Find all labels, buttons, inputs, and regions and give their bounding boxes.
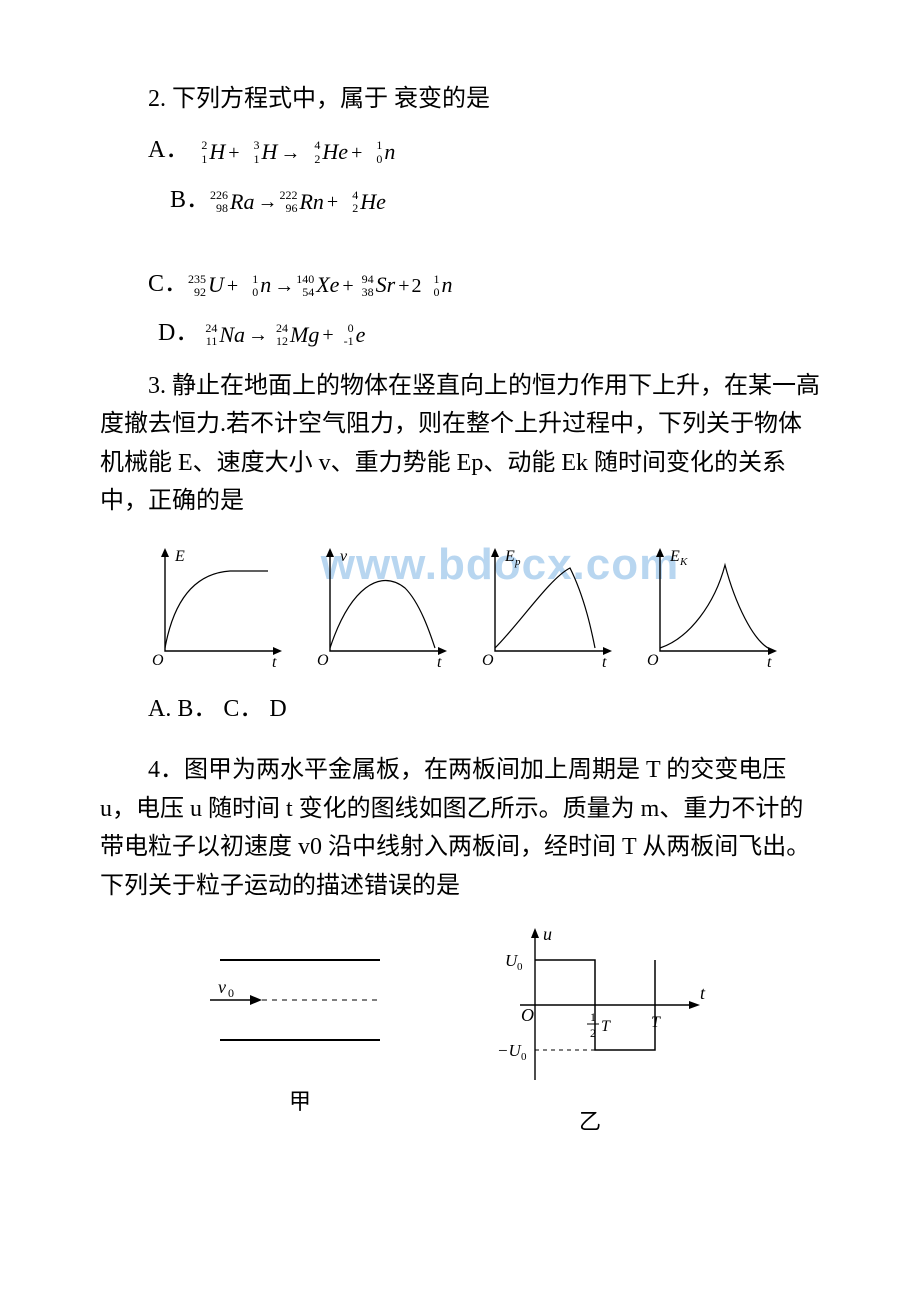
- q2-c-equation: 23592U+10n→14054Xe+9438Sr+210n: [188, 270, 454, 301]
- svg-text:v: v: [218, 977, 226, 997]
- q2-b-equation: 22698Ra→22296Rn+42He: [210, 187, 387, 218]
- q4-fig-right-wrap: utOU0−U012TT 乙: [460, 925, 720, 1136]
- svg-text:0: 0: [517, 961, 523, 973]
- q2-c-label: C．: [100, 268, 188, 302]
- svg-text:O: O: [482, 652, 494, 669]
- svg-text:t: t: [437, 654, 442, 671]
- q4-fig-right: utOU0−U012TT: [460, 925, 720, 1095]
- svg-text:K: K: [679, 556, 688, 568]
- svg-text:1: 1: [590, 1010, 596, 1024]
- svg-text:t: t: [767, 654, 772, 671]
- q3-prompt: 3. 静止在地面上的物体在竖直向上的恒力作用下上升，在某一高度撤去恒力.若不计空…: [100, 367, 820, 521]
- q2-option-a: A． 21H+31H→42He+10n: [100, 134, 820, 168]
- svg-text:T: T: [651, 1014, 661, 1031]
- q2-a-equation: 21H+31H→42He+10n: [189, 137, 396, 168]
- svg-text:O: O: [152, 652, 164, 669]
- svg-text:0: 0: [228, 986, 234, 1000]
- svg-text:O: O: [647, 652, 659, 669]
- q2-a-label: A．: [100, 134, 189, 168]
- svg-text:u: u: [543, 925, 552, 944]
- svg-text:2: 2: [590, 1026, 596, 1040]
- svg-text:E: E: [504, 548, 515, 565]
- q2-prompt: 2. 下列方程式中，属于 衰变的是: [100, 80, 820, 118]
- q2-d-label: D．: [110, 317, 199, 351]
- svg-text:E: E: [669, 548, 680, 565]
- q4-fig-right-caption: 乙: [460, 1104, 720, 1136]
- q2-option-c: C． 23592U+10n→14054Xe+9438Sr+210n: [100, 268, 820, 302]
- svg-text:O: O: [317, 652, 329, 669]
- svg-text:t: t: [602, 654, 607, 671]
- svg-text:T: T: [601, 1018, 611, 1035]
- svg-text:O: O: [521, 1005, 534, 1025]
- q3-graph-ep: Ep Ot: [470, 538, 615, 678]
- q3-graph-ek: EK Ot: [635, 538, 780, 678]
- q4-fig-left-wrap: v0 甲: [200, 925, 400, 1136]
- q3-graph-v: v Ot: [305, 538, 450, 678]
- q4-fig-left: v0: [200, 925, 400, 1075]
- svg-text:t: t: [272, 654, 277, 671]
- svg-text:v: v: [340, 548, 348, 565]
- q2-d-equation: 2411Na→2412Mg+0-1e: [199, 320, 366, 351]
- q3-options-row: A. B． C． D: [100, 688, 820, 723]
- q4-fig-left-caption: 甲: [200, 1084, 400, 1116]
- q3-graph-e: E Ot: [140, 538, 285, 678]
- svg-text:p: p: [514, 556, 521, 568]
- q3-graphs: www.bdocx.com EOt vOt EpOt EKOt: [100, 538, 820, 678]
- q4-prompt: 4．图甲为两水平金属板，在两板间加上周期是 T 的交变电压 u，电压 u 随时间…: [100, 751, 820, 905]
- q2-option-b: B． 22698Ra→22296Rn+42He: [122, 184, 820, 218]
- svg-text:−U: −U: [497, 1041, 522, 1060]
- q4-figures: v0 甲 utOU0−U012TT 乙: [100, 925, 820, 1136]
- svg-text:0: 0: [521, 1051, 527, 1063]
- svg-text:E: E: [174, 548, 185, 565]
- q2-option-d: D． 2411Na→2412Mg+0-1e: [110, 317, 820, 351]
- q2-b-label: B．: [122, 184, 210, 218]
- svg-text:t: t: [700, 983, 706, 1003]
